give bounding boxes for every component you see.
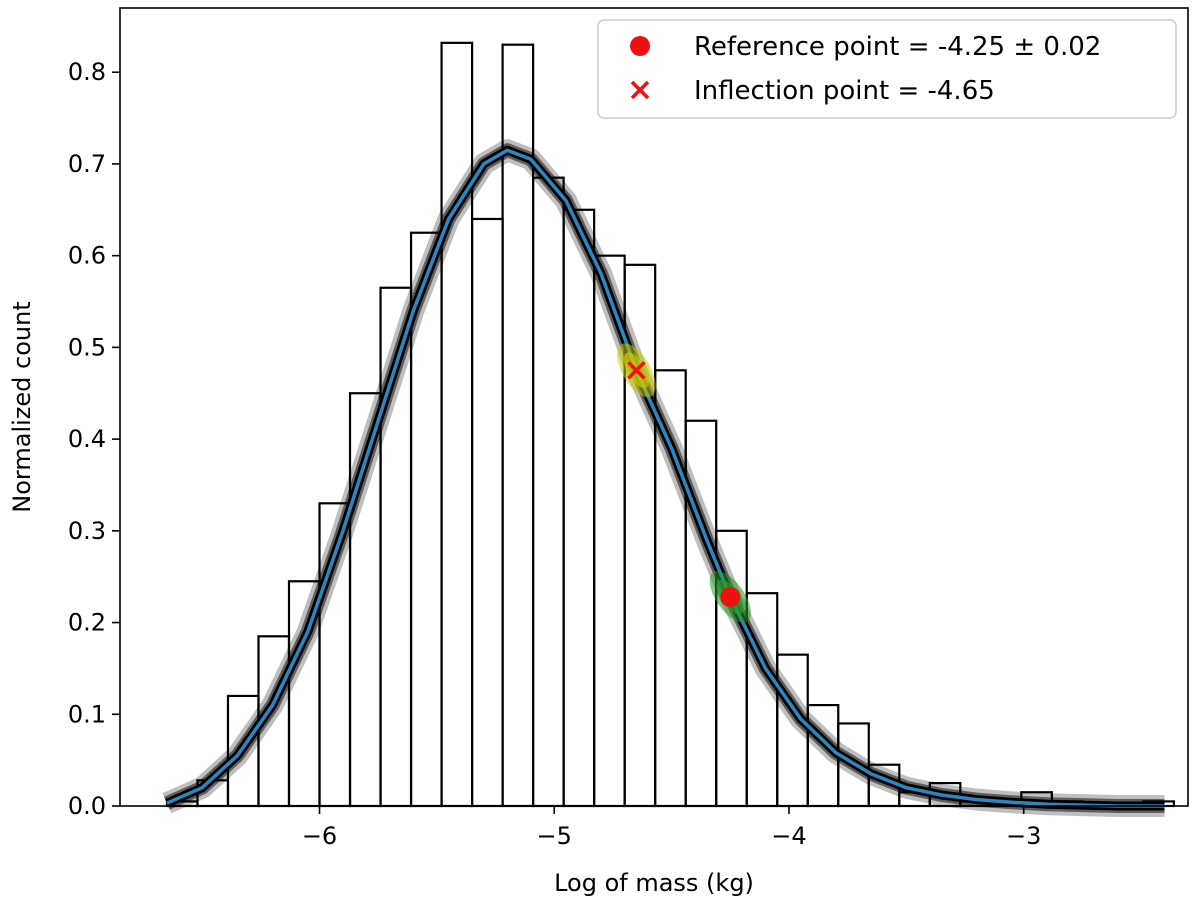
y-tick-label: 0.7 (68, 150, 106, 178)
y-tick-label: 0.0 (68, 792, 106, 820)
legend-box (597, 19, 1177, 119)
inflection-point-marker (627, 361, 646, 380)
fit-band-mid (164, 143, 1165, 813)
fit-band (162, 139, 1165, 817)
legend: Reference point = -4.25 ± 0.02 Inflectio… (597, 19, 1177, 119)
y-tick-label: 0.6 (68, 242, 106, 270)
legend-reference-label: Reference point = -4.25 ± 0.02 (694, 32, 1101, 62)
legend-inflection-label: Inflection point = -4.65 (694, 76, 995, 106)
markers (617, 343, 751, 623)
inflection-x-stroke (627, 361, 646, 380)
legend-x-stroke (630, 80, 650, 100)
y-tick-label: 0.1 (68, 700, 106, 728)
y-axis-ticks: 0.0 0.1 0.2 0.3 0.4 0.5 0.6 0.7 0.8 (68, 58, 120, 820)
fit-curve-line (166, 148, 1165, 808)
y-tick-label: 0.2 (68, 609, 106, 637)
x-axis-label: Log of mass (kg) (554, 869, 754, 897)
y-tick-label: 0.8 (68, 58, 106, 86)
reference-point-marker (720, 586, 741, 607)
histogram-bar (470, 217, 504, 808)
y-tick-label: 0.5 (68, 333, 106, 361)
histogram-bar (562, 208, 596, 808)
x-tick-label: −4 (771, 822, 806, 850)
fit-band-outer (162, 139, 1165, 817)
legend-reference-marker (630, 36, 650, 56)
x-axis-ticks: −6 −5 −4 −3 (302, 806, 1041, 850)
fit-band-core (165, 145, 1165, 811)
x-tick-label: −5 (537, 822, 572, 850)
fit-curve-group (166, 148, 1165, 808)
histogram-bar (532, 176, 565, 808)
y-axis-label: Normalized count (8, 301, 36, 512)
x-tick-label: −6 (302, 822, 337, 850)
x-tick-label: −3 (1006, 822, 1041, 850)
legend-inflection-marker (630, 80, 650, 100)
y-tick-label: 0.4 (68, 425, 106, 453)
plot-frame (119, 7, 1189, 807)
histogram-bar (440, 41, 474, 808)
y-tick-label: 0.3 (68, 517, 106, 545)
